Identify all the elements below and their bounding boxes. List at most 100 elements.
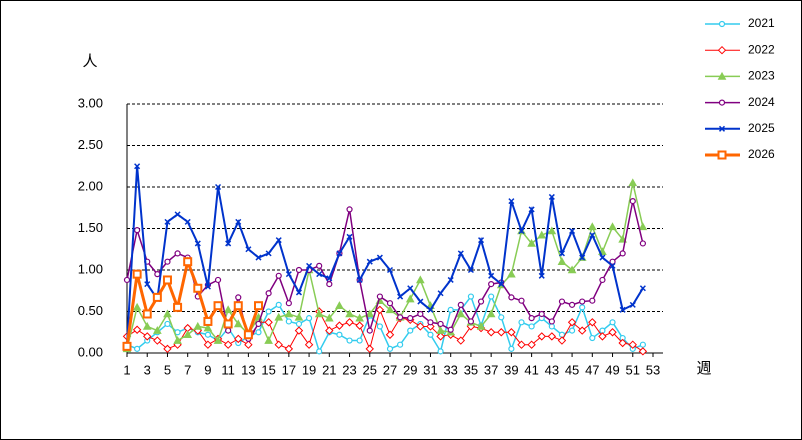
x-tick-label: 27: [383, 362, 397, 377]
data-point: [547, 332, 557, 341]
data-point: [548, 193, 555, 200]
y-tick-label: 0.50: [78, 303, 103, 318]
data-point: [164, 320, 171, 328]
y-tick-label: 1.00: [78, 261, 103, 276]
data-point: [294, 326, 304, 335]
data-point: [346, 233, 353, 240]
data-point: [223, 305, 233, 314]
data-point: [244, 340, 253, 349]
x-tick-label: 51: [626, 362, 640, 377]
x-tick-label: 45: [565, 362, 579, 377]
data-point: [577, 326, 587, 335]
data-point: [488, 293, 495, 300]
data-point: [225, 240, 232, 247]
data-point: [618, 338, 627, 348]
data-point: [153, 336, 162, 345]
data-point: [427, 306, 434, 313]
data-point: [366, 258, 373, 265]
data-point: [456, 336, 466, 345]
x-tick-label: 41: [524, 362, 538, 377]
y-tick-label: 2.00: [78, 178, 103, 193]
data-point: [467, 318, 475, 325]
data-point: [213, 336, 223, 344]
data-point: [132, 302, 142, 311]
data-point: [152, 292, 162, 302]
data-point: [366, 327, 373, 334]
data-point: [599, 254, 606, 261]
data-point: [254, 301, 263, 311]
data-point: [233, 319, 243, 328]
x-tick-label: 33: [443, 362, 457, 377]
x-tick-label: 25: [363, 362, 377, 377]
data-point: [437, 348, 444, 355]
data-point: [568, 327, 576, 334]
data-point: [405, 294, 415, 303]
data-point: [498, 281, 505, 288]
data-point: [568, 301, 576, 308]
data-point: [639, 341, 646, 348]
data-point: [579, 254, 586, 261]
data-point: [183, 330, 193, 339]
data-point: [548, 318, 555, 325]
data-point: [164, 258, 171, 265]
data-point: [609, 258, 616, 265]
data-point: [316, 271, 323, 278]
data-point: [142, 321, 152, 330]
y-tick-label: 2.50: [78, 137, 103, 152]
data-point: [477, 298, 485, 305]
data-point: [285, 318, 292, 325]
legend-label: 2025: [748, 121, 775, 135]
x-tick-label: 35: [464, 362, 478, 377]
x-tick-label: 1: [123, 362, 130, 377]
x-tick-label: 17: [282, 362, 296, 377]
data-point: [174, 211, 181, 218]
data-point: [134, 345, 141, 352]
data-point: [294, 312, 304, 321]
data-point: [173, 336, 182, 344]
data-point: [628, 178, 638, 187]
data-point: [134, 227, 141, 234]
series-line: [126, 308, 644, 352]
y-tick-label: 3.00: [78, 95, 103, 110]
data-point: [518, 297, 525, 304]
data-point: [417, 310, 424, 318]
data-point: [518, 227, 525, 235]
data-point: [233, 301, 243, 311]
data-point: [204, 283, 211, 290]
data-point: [467, 293, 475, 300]
data-point: [587, 222, 597, 231]
x-tick-label: 11: [221, 362, 235, 377]
data-point: [184, 218, 191, 225]
data-point: [163, 344, 172, 354]
data-point: [335, 321, 344, 330]
data-point: [214, 276, 222, 284]
data-point: [527, 340, 536, 349]
data-point: [316, 348, 323, 355]
data-point: [507, 269, 516, 278]
data-point: [376, 293, 383, 300]
data-point: [203, 340, 213, 349]
data-point: [225, 327, 232, 334]
legend-label: 2022: [748, 42, 775, 56]
data-point: [264, 336, 273, 344]
data-point: [558, 298, 566, 305]
data-point: [143, 332, 152, 341]
data-point: [356, 337, 363, 344]
data-point: [588, 318, 597, 327]
data-point: [416, 322, 425, 331]
data-point: [537, 230, 547, 239]
data-point: [336, 250, 343, 257]
data-point: [608, 328, 617, 337]
data-point: [558, 250, 565, 257]
data-point: [385, 305, 395, 314]
data-point: [284, 344, 294, 354]
data-point: [183, 257, 193, 267]
series-line: [126, 166, 644, 345]
data-point: [456, 309, 466, 318]
data-point: [174, 250, 181, 257]
data-point: [204, 331, 212, 338]
data-point: [639, 285, 646, 292]
x-tick-label: 23: [342, 362, 356, 377]
data-point: [538, 272, 545, 279]
